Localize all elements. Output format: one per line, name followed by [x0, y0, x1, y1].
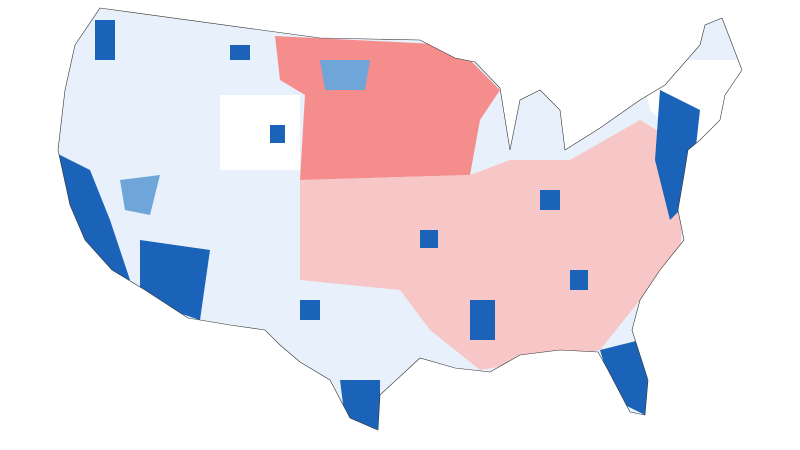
region [140, 240, 210, 320]
region [230, 45, 250, 60]
region [540, 190, 560, 210]
region [320, 60, 370, 90]
region [470, 300, 495, 340]
region [95, 20, 115, 60]
country-outline [57, 7, 743, 431]
region [420, 230, 438, 248]
region [270, 125, 285, 143]
region [300, 300, 320, 320]
region [220, 95, 300, 170]
region [600, 340, 655, 420]
region [120, 175, 160, 215]
region [275, 36, 500, 180]
region [570, 270, 588, 290]
region [300, 120, 690, 370]
